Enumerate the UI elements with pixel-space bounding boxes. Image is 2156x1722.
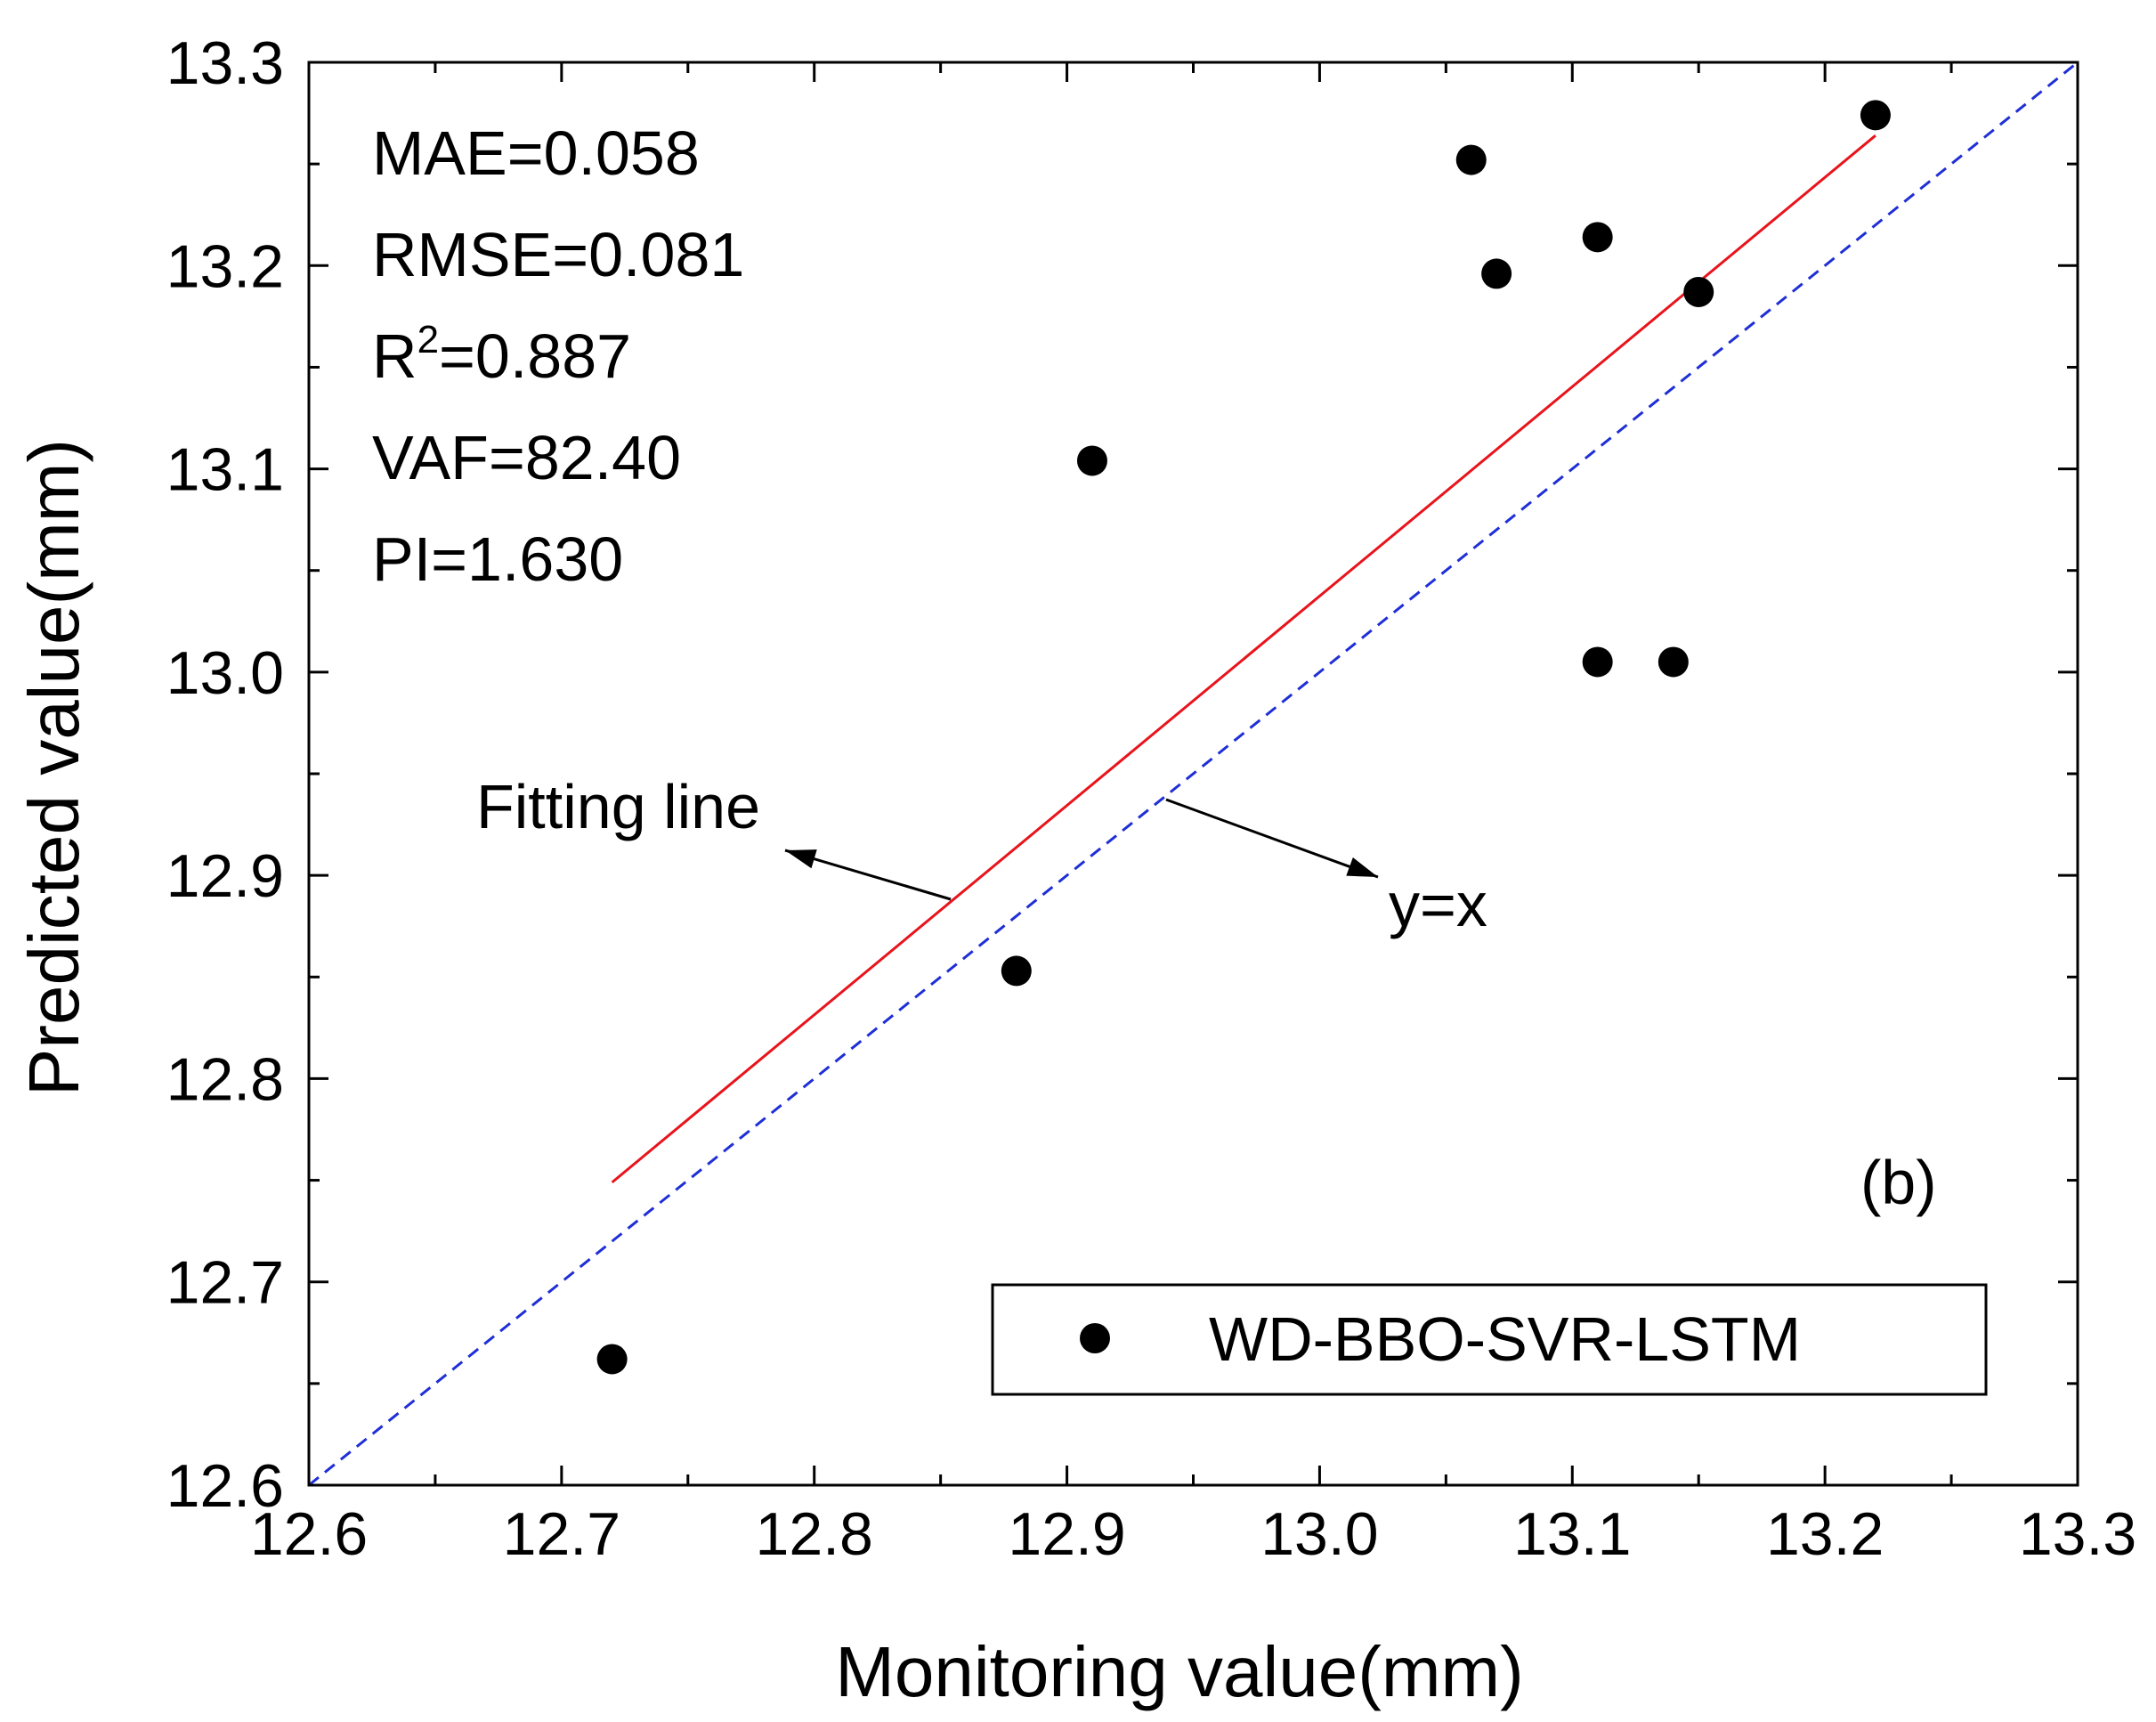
fitting-line	[611, 134, 1876, 1184]
x-tick-label: 12.7	[503, 1500, 620, 1568]
fitting-line-label: Fitting line	[476, 772, 760, 841]
data-points	[596, 100, 1891, 1375]
y-tick-label: 13.2	[166, 232, 284, 300]
stat-mae: MAE=0.058	[372, 118, 700, 188]
y-tick-label: 13.0	[166, 639, 284, 707]
y-axis-title: Predicted value(mm)	[14, 439, 93, 1096]
reference-lines	[308, 61, 2079, 1487]
scatter-point	[1582, 222, 1613, 253]
scatter-point	[1683, 276, 1714, 307]
x-tick-label: 13.2	[1766, 1500, 1884, 1568]
stat-rmse: RMSE=0.081	[372, 220, 744, 289]
annotation-arrows	[784, 798, 1379, 901]
identity-line	[308, 61, 2079, 1487]
x-tick-label: 13.3	[2019, 1500, 2136, 1568]
plot-area-frame	[307, 61, 2079, 1487]
stat-vaf: VAF=82.40	[372, 423, 681, 492]
scatter-point	[1455, 144, 1487, 175]
x-tick-label: 13.1	[1513, 1500, 1631, 1568]
y-tick-label: 12.6	[166, 1452, 284, 1520]
y-tick-label: 13.3	[166, 29, 284, 97]
y-tick-label: 12.7	[166, 1249, 284, 1317]
axis-ticks	[307, 61, 2079, 1487]
x-tick-label: 12.6	[250, 1500, 368, 1568]
x-axis-title: Monitoring value(mm)	[835, 1632, 1524, 1711]
legend-box	[991, 1283, 1988, 1396]
scatter-point	[596, 1344, 628, 1375]
legend-label: WD-BBO-SVR-LSTM	[1209, 1304, 1801, 1374]
x-tick-label: 12.8	[756, 1500, 873, 1568]
y-tick-label: 12.8	[166, 1045, 284, 1113]
identity-line-label: y=x	[1389, 870, 1487, 939]
scatter-point	[1658, 646, 1689, 678]
identity-line-arrow-shaft	[1165, 798, 1379, 879]
legend: WD-BBO-SVR-LSTM	[991, 1283, 1988, 1396]
scatter-point	[1481, 258, 1512, 289]
scatter-point	[1076, 445, 1107, 476]
panel-label: (b)	[1860, 1148, 1937, 1217]
scatter-point	[1001, 955, 1032, 987]
scatter-point	[1860, 100, 1891, 131]
y-tick-label: 13.1	[166, 436, 284, 504]
x-tick-label: 13.0	[1260, 1500, 1378, 1568]
scatter-point	[1582, 646, 1613, 678]
legend-marker	[1080, 1323, 1110, 1353]
tick-labels: 12.6 12.7 12.8 12.9 13.0 13.1 13.2 13.3 12.6 12.7…	[166, 29, 2137, 1568]
stat-r2: R2=0.887	[372, 318, 631, 391]
fitting-line-arrow-head	[785, 849, 817, 869]
x-tick-label: 12.9	[1008, 1500, 1125, 1568]
stat-pi: PI=1.630	[372, 524, 623, 594]
y-tick-label: 12.9	[166, 842, 284, 910]
identity-line-arrow-head	[1346, 857, 1378, 877]
